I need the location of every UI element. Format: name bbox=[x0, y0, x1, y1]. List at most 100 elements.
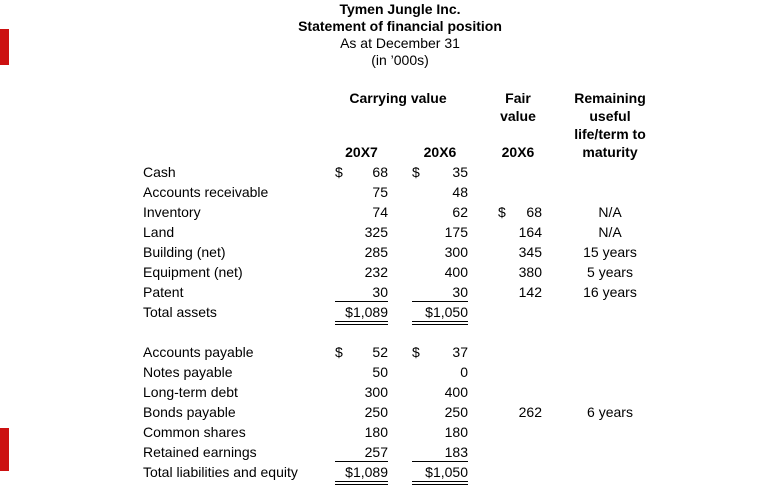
remaining-life-value bbox=[568, 364, 652, 381]
term-text: N/A bbox=[598, 224, 622, 240]
page-title-statement: Statement of financial position bbox=[298, 18, 502, 34]
row-label: Cash bbox=[143, 164, 343, 181]
amount: 183 bbox=[444, 444, 468, 460]
row-label-text: Accounts payable bbox=[143, 344, 254, 360]
amount: 68 bbox=[526, 204, 542, 220]
row-label: Building (net) bbox=[143, 244, 343, 261]
amount: 257 bbox=[364, 444, 388, 460]
amount: 50 bbox=[372, 364, 388, 380]
carrying-20x6-value: 400 bbox=[412, 384, 468, 401]
row-label-text: Total assets bbox=[143, 304, 217, 320]
carrying-20x7-value: $1,089 bbox=[335, 464, 388, 485]
fair-value-20x6: 262 bbox=[498, 404, 542, 421]
carrying-20x7-value: $1,089 bbox=[335, 304, 388, 325]
row-label-text: Bonds payable bbox=[143, 404, 236, 420]
amount: $1,050 bbox=[425, 304, 468, 320]
remaining-life-value bbox=[568, 184, 652, 201]
remaining-life-value bbox=[568, 344, 652, 361]
remaining-life-value: N/A bbox=[568, 224, 652, 241]
fair-value-20x6 bbox=[498, 444, 542, 461]
table-row: Long-term debt 300 400 bbox=[0, 383, 757, 403]
amount: 300 bbox=[364, 384, 388, 400]
page-title-company: Tymen Jungle Inc. bbox=[339, 1, 461, 17]
carrying-20x6-value: 48 bbox=[412, 184, 468, 201]
currency-sign: $ bbox=[498, 204, 506, 220]
row-label-text: Retained earnings bbox=[143, 444, 257, 460]
row-label: Total liabilities and equity bbox=[143, 464, 343, 481]
table-row: Common shares 180 180 bbox=[0, 423, 757, 443]
carrying-20x6-value: $37 bbox=[412, 344, 468, 361]
header-year-20x7: 20X7 bbox=[345, 144, 378, 160]
row-label: Bonds payable bbox=[143, 404, 343, 421]
amount: 285 bbox=[364, 244, 388, 260]
fair-value-20x6: 164 bbox=[498, 224, 542, 241]
row-label-text: Land bbox=[143, 224, 175, 240]
amount: 175 bbox=[444, 224, 468, 240]
row-label: Long-term debt bbox=[143, 384, 343, 401]
carrying-20x7-value: 30 bbox=[335, 284, 388, 302]
term-text: N/A bbox=[598, 204, 622, 220]
amount: 35 bbox=[452, 164, 468, 180]
carrying-20x6-value: 30 bbox=[412, 284, 468, 302]
amount: 30 bbox=[372, 284, 388, 300]
term-text: 15 years bbox=[583, 244, 637, 260]
carrying-20x6-value: 62 bbox=[412, 204, 468, 221]
page-title-units: (in ’000s) bbox=[371, 52, 429, 68]
amount: 180 bbox=[364, 424, 388, 440]
amount: 232 bbox=[364, 264, 388, 280]
table-row: Accounts payable $52 $37 bbox=[0, 343, 757, 363]
fair-value-20x6 bbox=[498, 384, 542, 401]
amount: 250 bbox=[364, 404, 388, 420]
remaining-life-value: 5 years bbox=[568, 264, 652, 281]
table-row: Notes payable 50 0 bbox=[0, 363, 757, 383]
table-row: Cash $68 $35 bbox=[0, 163, 757, 183]
row-label-text: Equipment (net) bbox=[143, 264, 243, 280]
carrying-20x6-value: 180 bbox=[412, 424, 468, 441]
currency-sign: $ bbox=[412, 164, 420, 180]
carrying-20x7-value: 50 bbox=[335, 364, 388, 381]
carrying-20x7-value: 257 bbox=[335, 444, 388, 462]
term-text: 6 years bbox=[587, 404, 633, 420]
amount: 325 bbox=[364, 224, 388, 240]
page-title-date: As at December 31 bbox=[340, 35, 460, 51]
red-margin-mark-top bbox=[0, 29, 9, 65]
amount: $1,089 bbox=[345, 304, 388, 320]
carrying-20x7-value: 74 bbox=[335, 204, 388, 221]
carrying-20x7-value: 250 bbox=[335, 404, 388, 421]
header-year-20x6: 20X6 bbox=[423, 144, 457, 160]
amount: $1,089 bbox=[345, 464, 388, 480]
row-label: Accounts payable bbox=[143, 344, 343, 361]
carrying-20x6-value: 250 bbox=[412, 404, 468, 421]
row-label-text: Cash bbox=[143, 164, 176, 180]
row-label: Retained earnings bbox=[143, 444, 343, 461]
amount: 62 bbox=[452, 204, 468, 220]
carrying-20x7-value: $52 bbox=[335, 344, 388, 361]
header-fair-year-20x6: 20X6 bbox=[501, 144, 535, 160]
currency-sign: $ bbox=[335, 344, 343, 360]
row-label-text: Total liabilities and equity bbox=[143, 464, 298, 480]
fair-value-20x6: 345 bbox=[498, 244, 542, 261]
carrying-20x6-value: 183 bbox=[412, 444, 468, 462]
amount: 250 bbox=[444, 404, 468, 420]
header-fair-line2: value bbox=[500, 108, 536, 124]
table-row: Building (net) 285 300 345 15 years bbox=[0, 243, 757, 263]
remaining-life-value bbox=[568, 464, 652, 481]
carrying-20x7-value: 300 bbox=[335, 384, 388, 401]
red-margin-mark-bottom bbox=[0, 428, 9, 471]
row-label-text: Patent bbox=[143, 284, 184, 300]
fair-value-20x6 bbox=[498, 424, 542, 441]
fair-value-20x6 bbox=[498, 164, 542, 181]
table-row: Inventory 74 62 $68 N/A bbox=[0, 203, 757, 223]
carrying-20x6-value: 175 bbox=[412, 224, 468, 241]
amount: 300 bbox=[444, 244, 468, 260]
remaining-life-value bbox=[568, 384, 652, 401]
amount: 75 bbox=[372, 184, 388, 200]
currency-sign: $ bbox=[412, 344, 420, 360]
row-label-text: Inventory bbox=[143, 204, 201, 220]
remaining-life-value bbox=[568, 304, 652, 321]
table-row: Equipment (net) 232 400 380 5 years bbox=[0, 263, 757, 283]
amount: 400 bbox=[444, 264, 468, 280]
remaining-life-value: 15 years bbox=[568, 244, 652, 261]
term-text: 5 years bbox=[587, 264, 633, 280]
